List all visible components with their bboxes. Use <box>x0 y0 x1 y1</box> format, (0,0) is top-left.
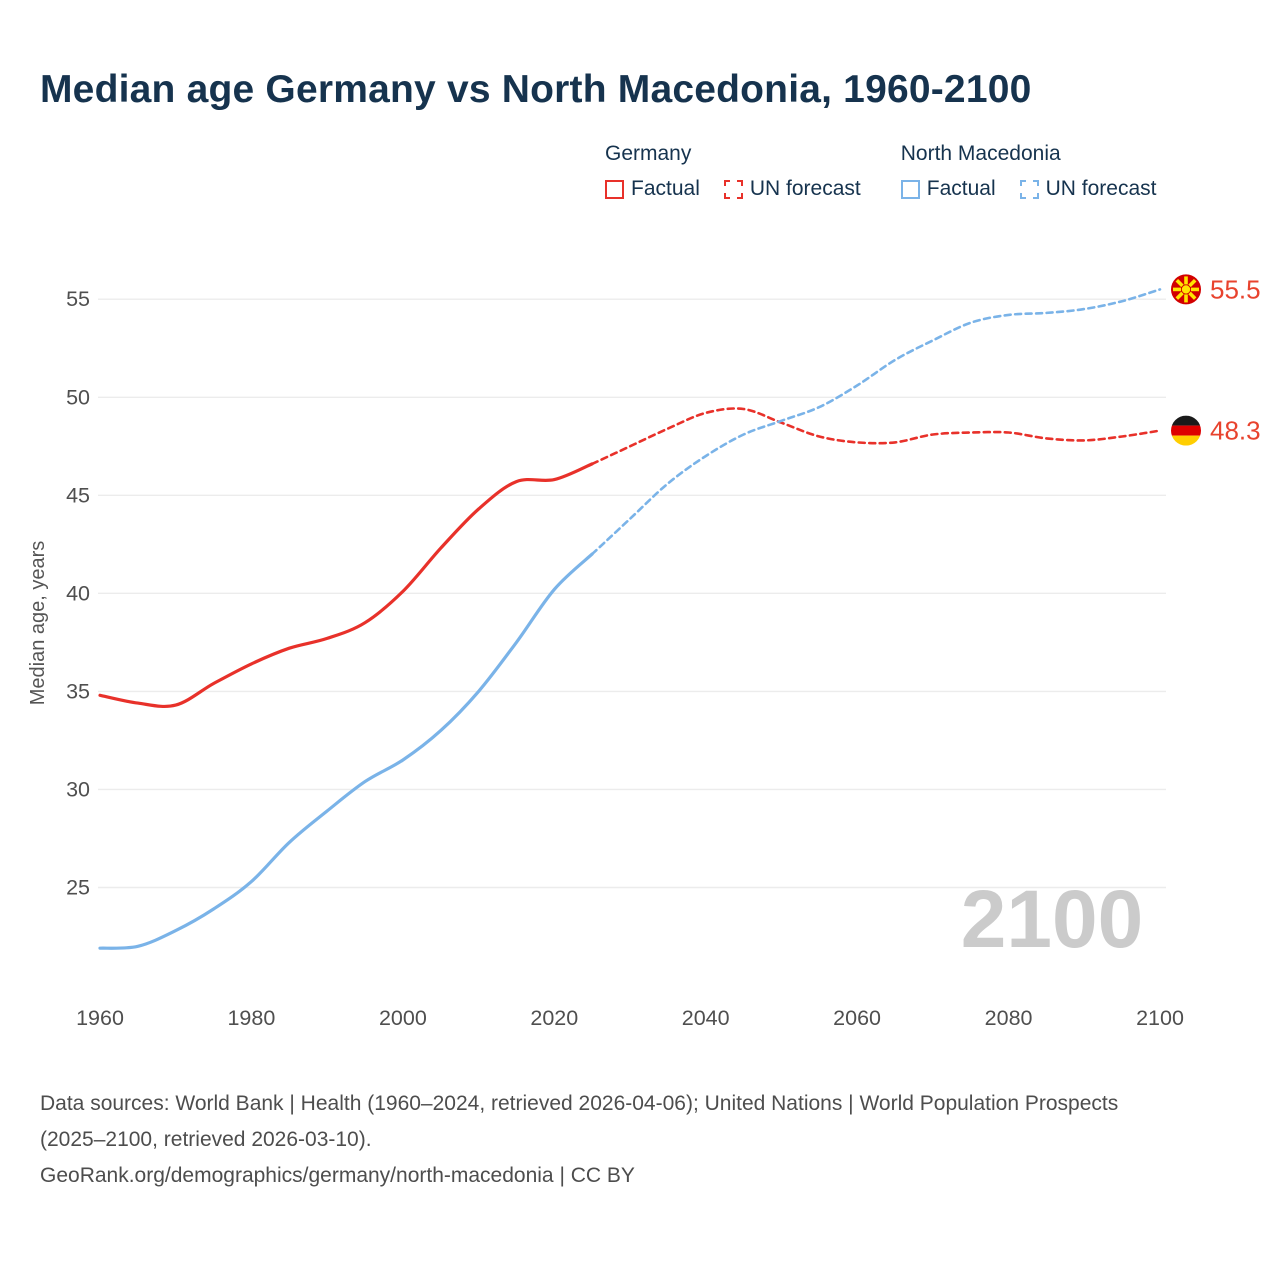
svg-text:55: 55 <box>66 287 90 311</box>
svg-text:2000: 2000 <box>379 1006 427 1030</box>
legend-item-germany-factual: Factual <box>605 177 700 201</box>
svg-text:1980: 1980 <box>227 1006 275 1030</box>
legend-group-title: North Macedonia <box>900 142 1061 165</box>
x-axis-labels: 1960 1980 2000 2020 2040 2060 2080 2100 <box>76 1006 1184 1030</box>
footer: Data sources: World Bank | Health (1960–… <box>40 1086 1170 1194</box>
svg-text:1960: 1960 <box>76 1006 124 1030</box>
y-axis-labels: 25 30 35 40 45 50 55 <box>66 287 90 899</box>
svg-text:35: 35 <box>66 679 90 703</box>
legend-item-label: UN forecast <box>1045 177 1157 200</box>
legend: Germany Factual UN forecast North Macedo… <box>605 142 1157 201</box>
legend-group-title: Germany <box>605 142 692 165</box>
data-sources-text: Data sources: World Bank | Health (1960–… <box>40 1092 1119 1152</box>
attribution-link-text[interactable]: GeoRank.org/demographics/germany/north-m… <box>40 1164 635 1188</box>
germany-forecast-swatch-icon <box>723 179 743 199</box>
legend-item-label: Factual <box>926 177 996 200</box>
svg-text:45: 45 <box>66 483 90 507</box>
svg-text:2040: 2040 <box>682 1006 730 1030</box>
series-germany <box>98 407 1162 709</box>
svg-text:2060: 2060 <box>833 1006 881 1030</box>
north-macedonia-forecast-swatch-icon <box>1019 179 1039 199</box>
y-axis-title: Median age, years <box>27 541 49 706</box>
north-macedonia-factual-swatch-icon <box>900 179 920 199</box>
germany-factual-swatch-icon <box>605 179 624 199</box>
legend-item-label: Factual <box>631 177 700 200</box>
svg-text:30: 30 <box>66 777 90 801</box>
svg-text:2020: 2020 <box>530 1006 578 1030</box>
north-macedonia-flag-icon <box>1171 274 1201 305</box>
svg-text:2080: 2080 <box>985 1006 1033 1030</box>
page-title: Median age Germany vs North Macedonia, 1… <box>40 68 1032 111</box>
gridlines <box>98 298 1166 889</box>
legend-item-label: UN forecast <box>749 177 861 200</box>
legend-item-germany-forecast: UN forecast <box>723 177 861 201</box>
watermark-year: 2100 <box>961 874 1143 965</box>
legend-item-nm-factual: Factual <box>900 177 996 201</box>
chart-svg: 2100 25 30 35 40 45 50 55 1960 1980 2000 2020 2040 20… <box>27 274 1261 1030</box>
svg-text:40: 40 <box>66 581 90 605</box>
svg-text:50: 50 <box>66 385 90 409</box>
legend-group-germany: Germany Factual UN forecast <box>605 142 861 201</box>
svg-text:25: 25 <box>66 876 90 900</box>
legend-item-nm-forecast: UN forecast <box>1019 177 1157 201</box>
svg-text:2100: 2100 <box>1136 1006 1184 1030</box>
germany-flag-icon <box>1171 415 1201 446</box>
legend-group-north-macedonia: North Macedonia Factual UN forecast <box>900 142 1157 201</box>
end-value-label: 48.3 <box>1210 416 1261 446</box>
end-value-label: 55.5 <box>1210 274 1261 304</box>
median-age-line-chart: 2100 25 30 35 40 45 50 55 1960 1980 2000 2020 2040 20… <box>0 235 1280 1045</box>
series-north-macedonia <box>98 288 1162 950</box>
